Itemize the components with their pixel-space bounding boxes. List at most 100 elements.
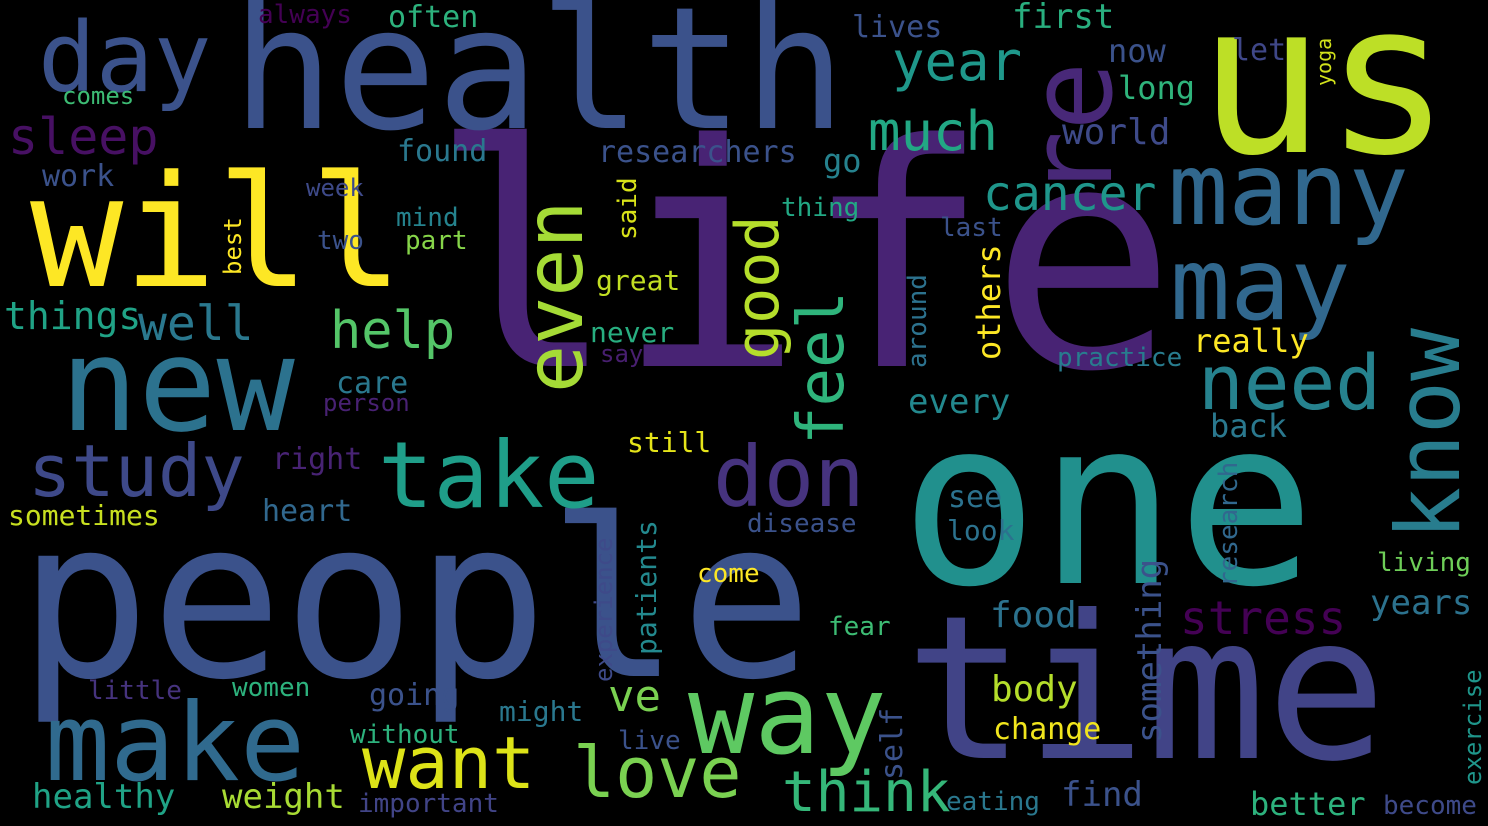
word-research: research <box>1214 461 1244 587</box>
word-many: many <box>1168 131 1409 248</box>
word-don: don <box>713 428 865 526</box>
word-exercise: exercise <box>1459 669 1487 785</box>
word-really: really <box>1193 322 1309 360</box>
word-ve: ve <box>608 671 661 722</box>
word-researchers: researchers <box>598 135 797 170</box>
word-still: still <box>627 426 712 459</box>
word-world: world <box>1062 112 1171 153</box>
word-two: two <box>317 226 364 256</box>
word-make: make <box>45 681 306 806</box>
word-last: last <box>940 213 1003 243</box>
word-one: one <box>900 371 1316 638</box>
word-often: often <box>388 0 479 35</box>
word-need: need <box>1198 338 1382 427</box>
word-self: self <box>875 707 910 780</box>
word-day: day <box>38 2 212 114</box>
word-see: see <box>948 480 1003 515</box>
word-never: never <box>590 316 675 349</box>
word-little: little <box>88 676 182 706</box>
word-patients: patients <box>630 520 663 655</box>
word-fear: fear <box>828 612 891 642</box>
word-care: care <box>336 366 409 401</box>
word-back: back <box>1210 407 1288 445</box>
word-way: way <box>688 651 887 779</box>
word-every: every <box>908 382 1011 422</box>
word-person: person <box>323 389 410 417</box>
word-eating: eating <box>946 787 1040 817</box>
word-disease: disease <box>747 509 857 539</box>
word-year: year <box>892 30 1023 93</box>
word-something: something <box>1130 558 1170 743</box>
word-thing: thing <box>781 193 860 223</box>
word-well: well <box>138 296 254 352</box>
word-find: find <box>1061 775 1143 815</box>
word-important: important <box>358 789 499 819</box>
word-years: years <box>1370 583 1473 623</box>
word-sleep: sleep <box>8 108 159 166</box>
word-heart: heart <box>262 494 353 529</box>
word-time: time <box>905 573 1387 806</box>
word-always: always <box>258 0 352 30</box>
word-women: women <box>232 673 311 703</box>
word-lives: lives <box>852 10 943 45</box>
word-will: will <box>30 142 404 323</box>
word-come: come <box>697 559 760 589</box>
word-healthy: healthy <box>32 777 176 817</box>
word-feel: feel <box>785 290 859 445</box>
word-become: become <box>1383 791 1477 821</box>
word-week: week <box>306 174 364 202</box>
word-help: help <box>330 301 456 361</box>
word-want: want <box>362 721 536 805</box>
word-others: others <box>970 244 1008 360</box>
word-without: without <box>350 720 460 750</box>
word-take: take <box>378 422 600 529</box>
word-mind: mind <box>396 203 459 233</box>
word-much: much <box>868 100 999 163</box>
word-us: us <box>1198 0 1451 202</box>
word-look: look <box>947 514 1015 547</box>
word-new: new <box>60 309 295 461</box>
word-right: right <box>272 442 363 477</box>
word-cancer: cancer <box>983 166 1157 222</box>
word-best: best <box>219 217 247 275</box>
word-living: living <box>1377 548 1471 578</box>
word-may: may <box>1170 226 1351 343</box>
word-weight: weight <box>222 777 345 817</box>
word-love: love <box>573 732 742 814</box>
word-might: might <box>499 695 584 728</box>
word-live: live <box>618 726 681 756</box>
word-great: great <box>596 264 681 297</box>
word-part: part <box>405 226 468 256</box>
word-good: good <box>723 215 793 361</box>
word-going: going <box>369 678 460 713</box>
word-sometimes: sometimes <box>8 499 160 532</box>
word-people: people <box>18 472 813 728</box>
word-practice: practice <box>1057 343 1183 373</box>
word-long: long <box>1118 69 1196 107</box>
word-now: now <box>1108 32 1166 70</box>
word-study: study <box>28 429 245 513</box>
word-know: know <box>1377 328 1480 540</box>
word-comes: comes <box>62 82 135 110</box>
word-found: found <box>397 134 488 169</box>
word-think: think <box>782 760 951 825</box>
word-even: even <box>508 200 601 393</box>
word-let: let <box>1232 33 1287 68</box>
word-better: better <box>1250 785 1366 823</box>
word-go: go <box>823 142 862 180</box>
word-said: said <box>613 177 643 240</box>
word-change: change <box>993 712 1102 747</box>
word-first: first <box>1012 0 1115 37</box>
word-health: health <box>232 0 847 169</box>
word-yoga: yoga <box>1312 37 1336 86</box>
word-experience: experience <box>590 537 618 683</box>
word-stress: stress <box>1180 591 1347 645</box>
word-body: body <box>991 669 1078 710</box>
word-things: things <box>4 294 142 338</box>
word-say: say <box>600 340 644 368</box>
word-around: around <box>903 274 933 368</box>
word-food: food <box>990 595 1077 636</box>
word-work: work <box>42 159 115 194</box>
word-life: life <box>430 79 1177 440</box>
